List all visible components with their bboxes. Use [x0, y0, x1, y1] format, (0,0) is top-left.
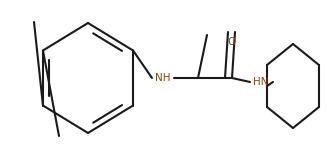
Text: HN: HN [253, 77, 269, 87]
Text: O: O [228, 37, 236, 47]
Text: NH: NH [155, 73, 171, 83]
